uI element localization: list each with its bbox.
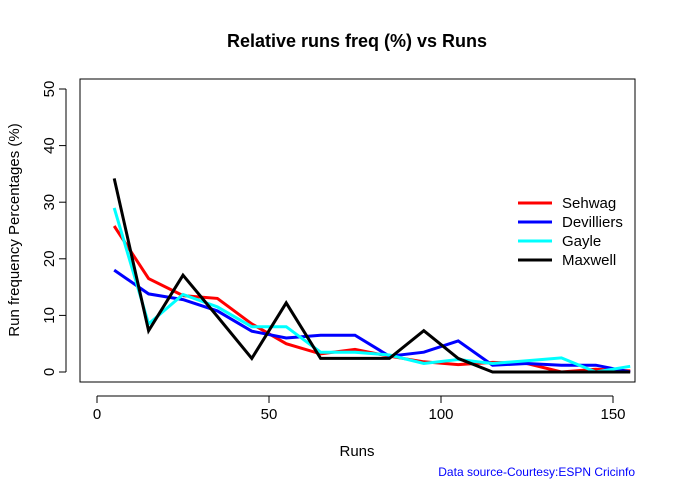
x-tick-label: 0: [93, 406, 101, 423]
chart-title: Relative runs freq (%) vs Runs: [227, 31, 487, 51]
legend-label-gayle: Gayle: [562, 233, 601, 250]
y-axis-label: Run frequency Percentages (%): [6, 123, 23, 336]
x-tick-label: 150: [600, 406, 625, 423]
legend-label-devilliers: Devilliers: [562, 214, 623, 231]
series-line-maxwell: [112, 178, 631, 374]
y-tick-label: 10: [41, 307, 58, 324]
y-tick-label: 0: [41, 368, 58, 376]
data-source-note: Data source-Courtesy:ESPN Cricinfo: [438, 465, 635, 479]
x-tick-label: 100: [428, 406, 453, 423]
y-tick-label: 40: [41, 137, 58, 154]
y-tick-label: 30: [41, 194, 58, 211]
y-tick-label: 50: [41, 81, 58, 98]
plot-series: [112, 178, 631, 374]
x-tick-label: 50: [261, 406, 278, 423]
plot-frame: [79, 78, 636, 383]
y-tick-label: 20: [41, 250, 58, 267]
series-line-gayle: [112, 207, 631, 374]
legend-label-maxwell: Maxwell: [562, 252, 616, 269]
x-axis-label: Runs: [339, 443, 374, 460]
y-axis: 0 10 20 30 40 50: [41, 81, 67, 376]
series-line-devilliers: [113, 268, 631, 374]
x-axis: 0 50 100 150: [93, 395, 626, 423]
legend-label-sehwag: Sehwag: [562, 195, 616, 212]
legend: Sehwag Devilliers Gayle Maxwell: [518, 195, 623, 269]
